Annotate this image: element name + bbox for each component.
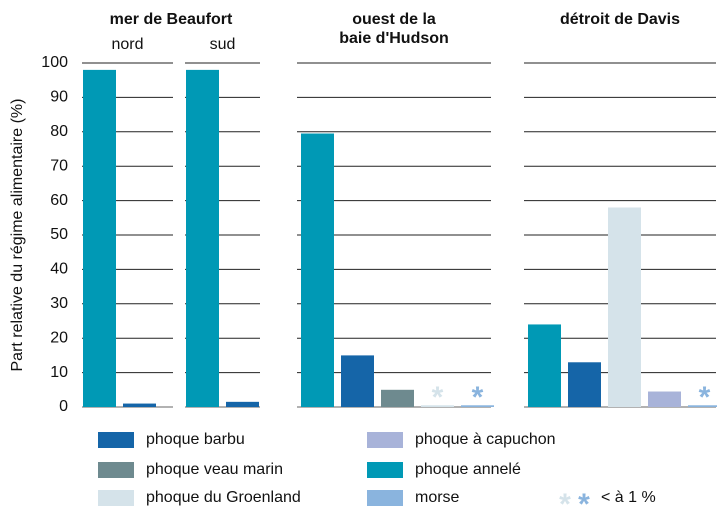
y-tick-label: 30	[50, 295, 68, 312]
legend-label: phoque veau marin	[146, 461, 283, 478]
y-tick-label: 40	[50, 261, 68, 278]
bar	[83, 69, 116, 407]
legend-label: phoque barbu	[146, 431, 245, 448]
y-tick-label: 100	[41, 54, 68, 71]
value-label: *	[432, 381, 444, 414]
legend-swatch	[98, 462, 134, 478]
y-tick-label: 90	[50, 89, 68, 106]
legend-label: < à 1 %	[601, 489, 656, 506]
y-tick-label: 80	[50, 123, 68, 140]
bar	[528, 324, 561, 407]
bar	[648, 391, 681, 407]
y-tick-label: 70	[50, 157, 68, 174]
legend-swatch	[367, 432, 403, 448]
bar	[341, 355, 374, 407]
legend-label: phoque annelé	[415, 461, 521, 478]
legend-star: *	[559, 488, 571, 512]
value-label: *	[699, 381, 711, 414]
y-tick-label: 50	[50, 226, 68, 243]
panel-title: baie d'Hudson	[339, 30, 449, 47]
bar	[688, 405, 717, 407]
bar	[226, 401, 259, 407]
legend-swatch	[98, 490, 134, 506]
legend-swatch	[98, 432, 134, 448]
subpanel-label: sud	[210, 36, 236, 53]
subpanel-label: nord	[111, 36, 143, 53]
panel-title: détroit de Davis	[560, 11, 680, 28]
legend-swatch	[367, 462, 403, 478]
y-tick-label: 20	[50, 329, 68, 346]
bar	[301, 133, 334, 407]
bar	[608, 207, 641, 407]
bar	[186, 69, 219, 407]
panel-title: ouest de la	[352, 11, 436, 28]
y-tick-label: 60	[50, 192, 68, 209]
legend-label: morse	[415, 489, 460, 506]
y-tick-label: 10	[50, 364, 68, 381]
legend-swatch	[367, 490, 403, 506]
bar	[123, 403, 156, 407]
y-axis-label: Part relative du régime alimentaire (%)	[9, 99, 26, 372]
value-label: *	[472, 381, 484, 414]
legend-label: phoque du Groenland	[146, 489, 301, 506]
bar	[568, 362, 601, 407]
y-tick-label: 0	[59, 398, 68, 415]
panel-title: mer de Beaufort	[110, 11, 233, 28]
bar	[421, 405, 454, 407]
bar	[381, 389, 414, 407]
legend-label: phoque à capuchon	[415, 431, 556, 448]
legend-star: *	[578, 488, 590, 512]
bar	[461, 405, 494, 407]
